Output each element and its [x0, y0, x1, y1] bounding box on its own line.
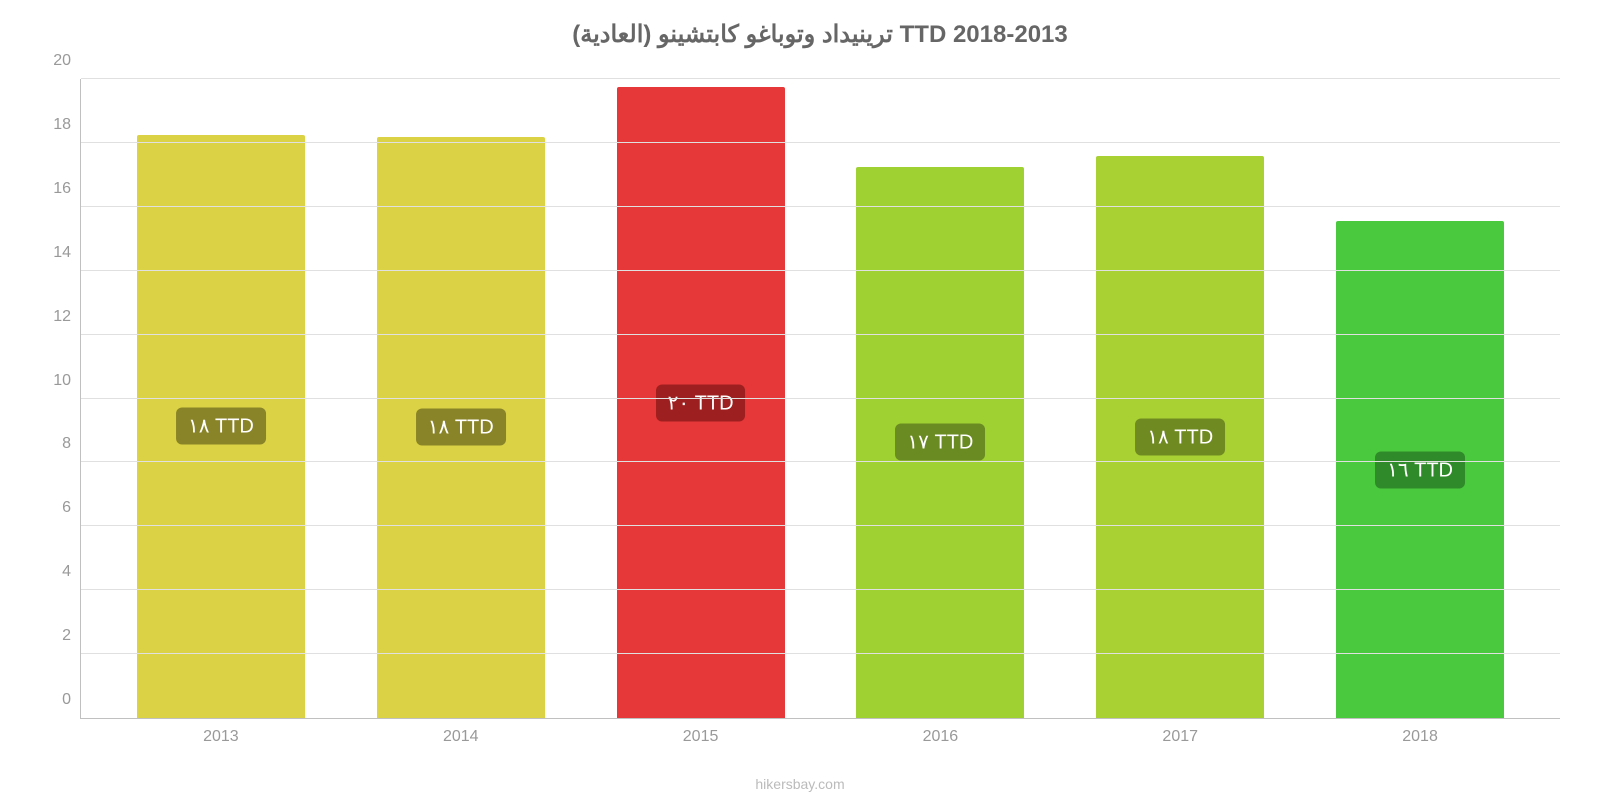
gridline: [81, 78, 1560, 79]
bar-value-label: ١٨ TTD: [1135, 418, 1225, 455]
chart-title: ترينيداد وتوباغو كابتشينو (العادية) TTD …: [80, 20, 1560, 49]
x-tick-label: 2014: [443, 718, 479, 746]
bar-slot: ١٨ TTD2017: [1060, 79, 1300, 718]
x-tick-label: 2015: [683, 718, 719, 746]
y-tick-label: 6: [62, 499, 81, 517]
bar-value-label: ١٨ TTD: [416, 409, 506, 446]
y-tick-label: 20: [53, 52, 81, 70]
x-tick-label: 2017: [1162, 718, 1198, 746]
gridline: [81, 334, 1560, 335]
y-tick-label: 12: [53, 308, 81, 326]
x-tick-label: 2013: [203, 718, 239, 746]
gridline: [81, 653, 1560, 654]
y-tick-label: 14: [53, 244, 81, 262]
gridline: [81, 461, 1560, 462]
gridline: [81, 142, 1560, 143]
x-tick-label: 2016: [923, 718, 959, 746]
y-tick-label: 4: [62, 563, 81, 581]
bar-slot: ١٦ TTD2018: [1300, 79, 1540, 718]
bar-value-label: ٢٠ TTD: [656, 384, 746, 421]
bar: ١٧ TTD: [856, 167, 1024, 718]
bar: ١٨ TTD: [1096, 156, 1264, 718]
bar-slot: ٢٠ TTD2015: [581, 79, 821, 718]
gridline: [81, 206, 1560, 207]
x-tick-label: 2018: [1402, 718, 1438, 746]
y-tick-label: 16: [53, 180, 81, 198]
chart-container: ترينيداد وتوباغو كابتشينو (العادية) TTD …: [0, 0, 1600, 800]
bar-value-label: ١٨ TTD: [176, 408, 266, 445]
gridline: [81, 270, 1560, 271]
bar: ١٨ TTD: [377, 137, 545, 718]
bar-value-label: ١٦ TTD: [1375, 451, 1465, 488]
plot-area: ١٨ TTD2013١٨ TTD2014٢٠ TTD2015١٧ TTD2016…: [80, 79, 1560, 719]
gridline: [81, 525, 1560, 526]
attribution: hikersbay.com: [755, 776, 844, 792]
bar-slot: ١٨ TTD2013: [101, 79, 341, 718]
bar-slot: ١٧ TTD2016: [820, 79, 1060, 718]
y-tick-label: 18: [53, 116, 81, 134]
y-tick-label: 2: [62, 627, 81, 645]
y-tick-label: 0: [62, 691, 81, 709]
bars-row: ١٨ TTD2013١٨ TTD2014٢٠ TTD2015١٧ TTD2016…: [81, 79, 1560, 718]
bar-value-label: ١٧ TTD: [895, 424, 985, 461]
bar-slot: ١٨ TTD2014: [341, 79, 581, 718]
bar: ١٦ TTD: [1336, 221, 1504, 718]
y-tick-label: 10: [53, 372, 81, 390]
gridline: [81, 589, 1560, 590]
gridline: [81, 398, 1560, 399]
bar: ٢٠ TTD: [617, 87, 785, 718]
y-tick-label: 8: [62, 435, 81, 453]
bar: ١٨ TTD: [137, 135, 305, 718]
